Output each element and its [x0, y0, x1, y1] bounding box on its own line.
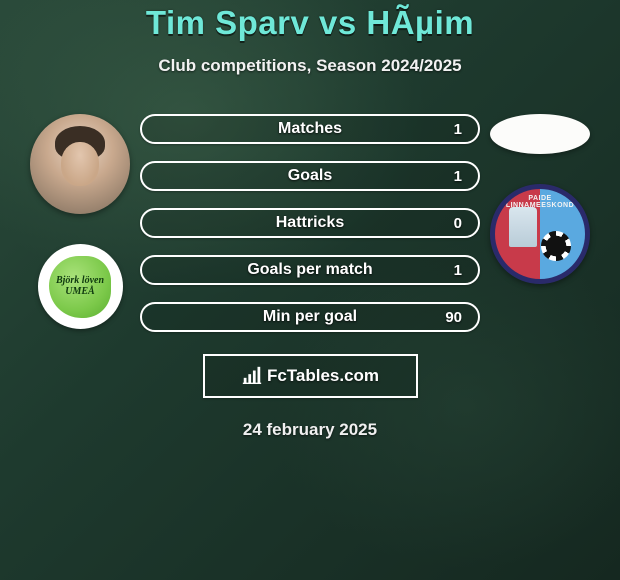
date-text: 24 february 2025	[243, 420, 377, 440]
stat-right-value: 1	[454, 168, 462, 185]
stat-row: Goals per match 1	[140, 255, 480, 285]
stat-row: Goals 1	[140, 161, 480, 191]
stat-right-value: 90	[445, 309, 462, 326]
stat-label: Goals	[142, 167, 478, 185]
stat-label: Min per goal	[142, 308, 478, 326]
stat-row: Min per goal 90	[140, 302, 480, 332]
stat-right-value: 1	[454, 262, 462, 279]
brand-badge[interactable]: FcTables.com	[203, 354, 418, 398]
player-right-club-logo: PAIDE LINNAMEESKOND	[490, 184, 590, 284]
bar-chart-icon	[241, 365, 263, 387]
stat-label: Hattricks	[142, 214, 478, 232]
stat-right-value: 0	[454, 215, 462, 232]
comparison-row: Matches 1 Goals 1 Hattricks 0 Goals per …	[0, 114, 620, 332]
player-left-club-logo	[38, 244, 123, 329]
stat-right-value: 1	[454, 121, 462, 138]
stat-label: Matches	[142, 120, 478, 138]
leaf-logo-icon	[49, 256, 111, 318]
player-left-avatar	[30, 114, 130, 214]
stat-row: Matches 1	[140, 114, 480, 144]
left-player-column	[20, 114, 140, 329]
page-title: Tim Sparv vs HÃµim	[146, 4, 474, 42]
player-right-avatar	[490, 114, 590, 154]
stat-label: Goals per match	[142, 261, 478, 279]
stats-list: Matches 1 Goals 1 Hattricks 0 Goals per …	[140, 114, 480, 332]
stat-row: Hattricks 0	[140, 208, 480, 238]
right-player-column: PAIDE LINNAMEESKOND	[480, 114, 600, 284]
subtitle: Club competitions, Season 2024/2025	[158, 56, 461, 76]
shield-banner-text: PAIDE LINNAMEESKOND	[495, 195, 585, 209]
card-content: Tim Sparv vs HÃµim Club competitions, Se…	[0, 0, 620, 580]
brand-text: FcTables.com	[267, 366, 379, 386]
